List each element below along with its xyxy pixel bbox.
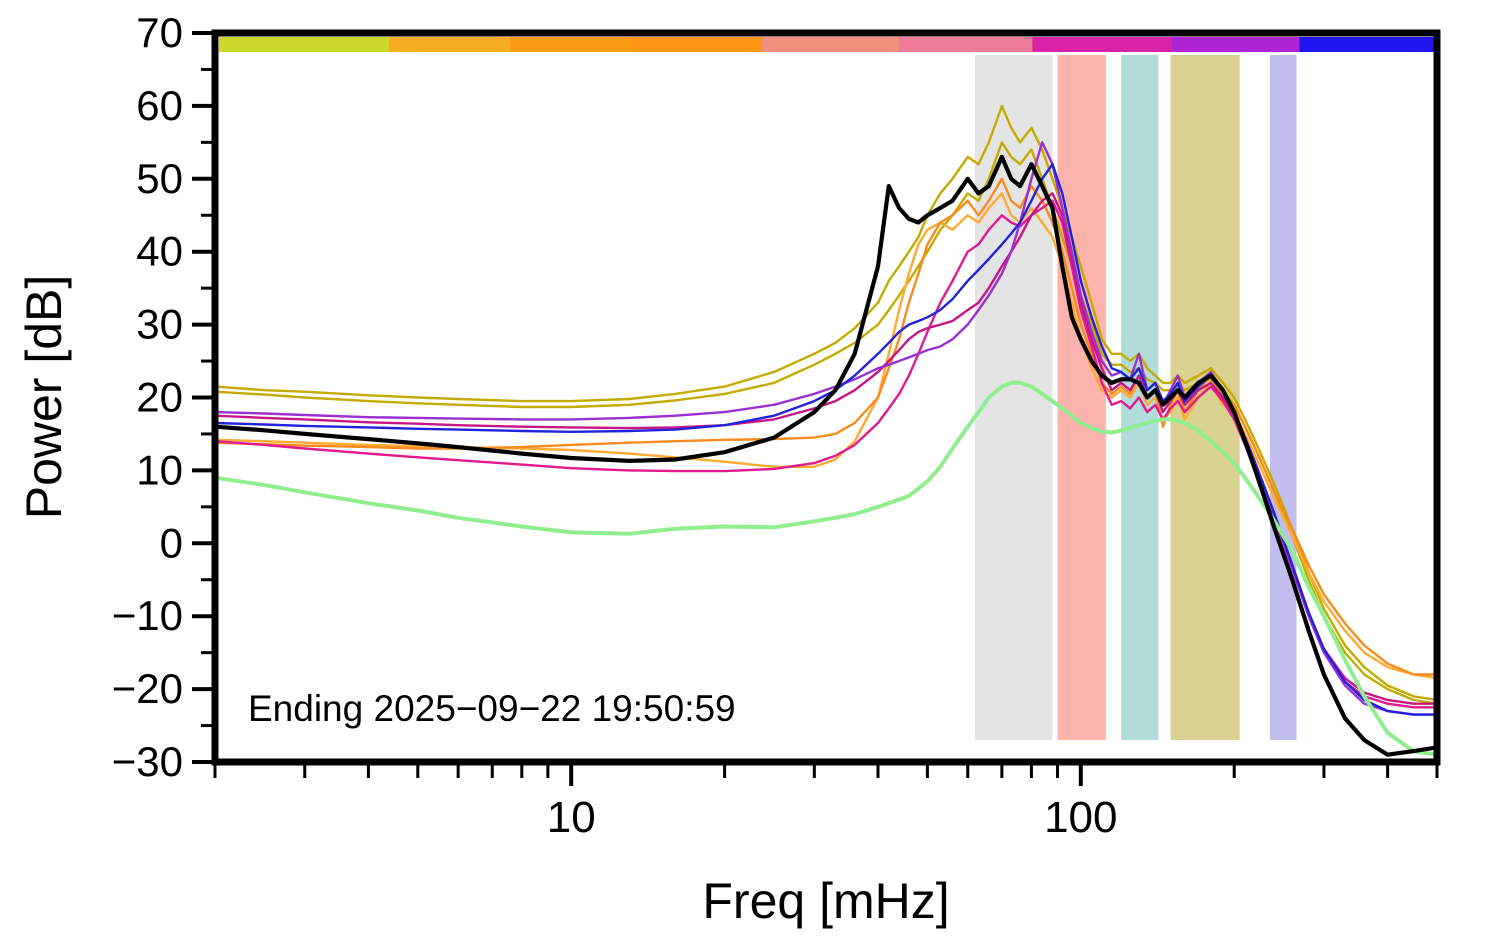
svg-text:50: 50 [136,155,183,202]
svg-text:20: 20 [136,374,183,421]
svg-text:70: 70 [136,9,183,56]
svg-text:10: 10 [547,793,596,842]
svg-text:60: 60 [136,82,183,129]
svg-text:−10: −10 [112,592,183,639]
svg-text:−20: −20 [112,665,183,712]
x-axis-title: Freq [mHz] [702,873,950,929]
ending-timestamp-annotation: Ending 2025−09−22 19:50:59 [248,688,736,729]
svg-text:40: 40 [136,228,183,275]
svg-text:30: 30 [136,301,183,348]
svg-text:10: 10 [136,446,183,493]
svg-text:100: 100 [1044,793,1117,842]
svg-text:−30: −30 [112,738,183,785]
svg-text:0: 0 [160,519,183,566]
y-axis-title: Power [dB] [16,274,72,520]
